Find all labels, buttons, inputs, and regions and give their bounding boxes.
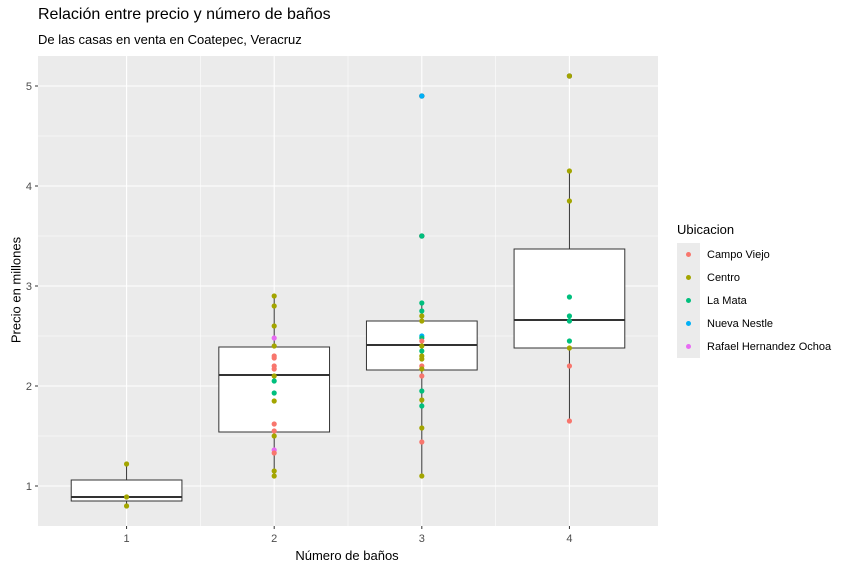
data-point <box>419 308 425 314</box>
data-point <box>271 378 277 384</box>
y-axis: 1 2 3 4 5 <box>26 81 38 493</box>
data-point <box>419 366 425 372</box>
data-point <box>271 335 277 341</box>
legend-label: Rafael Hernandez Ochoa <box>707 340 832 353</box>
legend-label: Campo Viejo <box>707 248 770 261</box>
legend-label: La Mata <box>707 294 747 307</box>
data-point <box>566 418 573 424</box>
data-point <box>419 425 425 431</box>
legend-item-centro: Centro <box>677 266 831 289</box>
data-point <box>566 313 573 319</box>
legend-dot <box>686 275 691 280</box>
data-point <box>419 348 425 354</box>
data-point <box>566 363 573 369</box>
y-tick-label: 2 <box>26 381 32 393</box>
data-point <box>271 293 277 299</box>
data-point <box>123 503 130 509</box>
legend-dot <box>686 252 691 257</box>
data-point <box>566 73 573 79</box>
data-point <box>419 373 425 379</box>
data-point <box>419 338 425 344</box>
legend-key <box>677 266 700 289</box>
data-point <box>271 398 277 404</box>
data-point <box>566 345 573 351</box>
legend-item-campo-viejo: Campo Viejo <box>677 243 831 266</box>
y-tick-label: 1 <box>26 481 32 493</box>
x-tick-label: 2 <box>271 533 277 545</box>
data-point <box>419 343 425 349</box>
legend-dot <box>686 344 691 349</box>
data-point <box>419 318 425 324</box>
data-point <box>271 373 277 379</box>
legend-item-la-mata: La Mata <box>677 289 831 312</box>
data-point <box>271 390 277 396</box>
legend-item-rafael-hernandez-ochoa: Rafael Hernandez Ochoa <box>677 335 831 358</box>
data-point <box>271 366 277 372</box>
points <box>123 73 573 509</box>
data-point <box>419 439 425 445</box>
legend-key <box>677 312 700 335</box>
data-point <box>566 168 573 174</box>
y-axis-label: Precio en millones <box>8 236 24 344</box>
data-point <box>271 303 277 309</box>
data-point <box>271 428 277 434</box>
data-point <box>419 313 425 319</box>
data-point <box>566 198 573 204</box>
chart-subtitle: De las casas en venta en Coatepec, Verac… <box>38 32 302 47</box>
data-point <box>419 388 425 394</box>
data-point <box>419 93 425 99</box>
legend-label: Centro <box>707 271 741 284</box>
data-point <box>271 323 277 329</box>
data-point <box>271 343 277 349</box>
legend-item-nueva-nestle: Nueva Nestle <box>677 312 831 335</box>
x-tick-label: 4 <box>566 533 572 545</box>
legend: Ubicacion Campo Viejo Centro La Mata Nue… <box>677 222 831 358</box>
data-point <box>271 355 277 361</box>
legend-label: Nueva Nestle <box>707 317 774 330</box>
x-axis: 1 2 3 4 <box>124 526 572 545</box>
data-point <box>271 450 277 456</box>
data-point <box>419 473 425 479</box>
x-tick-label: 3 <box>419 533 425 545</box>
data-point <box>419 403 425 409</box>
data-point <box>419 397 425 403</box>
data-point <box>123 461 130 467</box>
y-tick-label: 3 <box>26 281 32 293</box>
legend-key <box>677 289 700 312</box>
data-point <box>271 468 277 474</box>
y-tick-label: 5 <box>26 81 32 93</box>
data-point <box>566 294 573 300</box>
legend-dot <box>686 321 691 326</box>
data-point <box>271 433 277 439</box>
data-point <box>419 233 425 239</box>
chart-title: Relación entre precio y número de baños <box>38 6 331 23</box>
y-tick-label: 4 <box>26 181 32 193</box>
legend-dot <box>686 298 691 303</box>
data-point <box>419 356 425 362</box>
legend-title: Ubicacion <box>677 222 735 237</box>
data-point <box>566 338 573 344</box>
legend-key <box>677 335 700 358</box>
data-point <box>271 421 277 427</box>
data-point <box>271 473 277 479</box>
box <box>218 346 331 433</box>
data-point <box>123 494 130 500</box>
box <box>70 479 183 502</box>
data-point <box>419 300 425 306</box>
legend-key <box>677 243 700 266</box>
data-point <box>566 318 573 324</box>
x-axis-label: Número de baños <box>295 548 399 563</box>
x-tick-label: 1 <box>124 533 130 545</box>
grid-minor <box>38 56 658 526</box>
